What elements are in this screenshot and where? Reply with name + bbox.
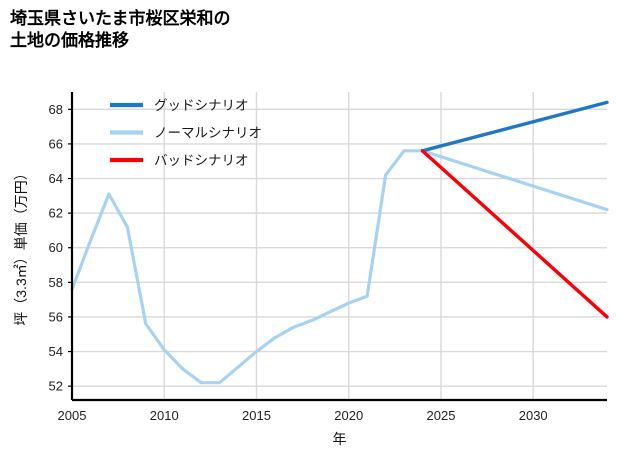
series-line-グッドシナリオ [420, 100, 609, 153]
x-tick-label: 2025 [427, 408, 456, 423]
x-tick-labels-group: 2005 2010 2015 2020 2025 2030 [58, 408, 548, 423]
y-tick-label: 68 [49, 102, 63, 117]
y-tick-label: 62 [49, 206, 63, 221]
x-tick-label: 2005 [58, 408, 87, 423]
y-tick-label: 58 [49, 275, 63, 290]
x-axis-title: 年 [333, 431, 347, 447]
x-tick-label: 2015 [242, 408, 271, 423]
y-tick-label: 56 [49, 309, 63, 324]
y-tick-label: 64 [49, 171, 63, 186]
legend-label-bad: バッドシナリオ [154, 153, 249, 168]
legend-label-good: グッドシナリオ [154, 98, 249, 113]
y-axis-title: 坪（3.3㎡）単価（万円） [13, 166, 29, 325]
series-line-ノーマルシナリオ [70, 149, 609, 385]
x-tick-label: 2020 [334, 408, 363, 423]
data-series-group [70, 100, 609, 385]
y-tick-label: 66 [49, 136, 63, 151]
y-tick-label: 60 [49, 240, 63, 255]
x-tick-label: 2010 [150, 408, 179, 423]
gridlines-group [72, 108, 607, 387]
y-tick-labels-group: 52 54 56 58 60 62 64 66 68 [49, 102, 63, 394]
series-line-バッドシナリオ [420, 149, 609, 319]
y-tick-label: 52 [49, 379, 63, 394]
legend-label-normal: ノーマルシナリオ [154, 126, 262, 141]
y-tick-label: 54 [49, 344, 63, 359]
page-title: 埼玉県さいたま市桜区栄和の 土地の価格推移 [10, 9, 231, 51]
x-tick-label: 2030 [519, 408, 548, 423]
